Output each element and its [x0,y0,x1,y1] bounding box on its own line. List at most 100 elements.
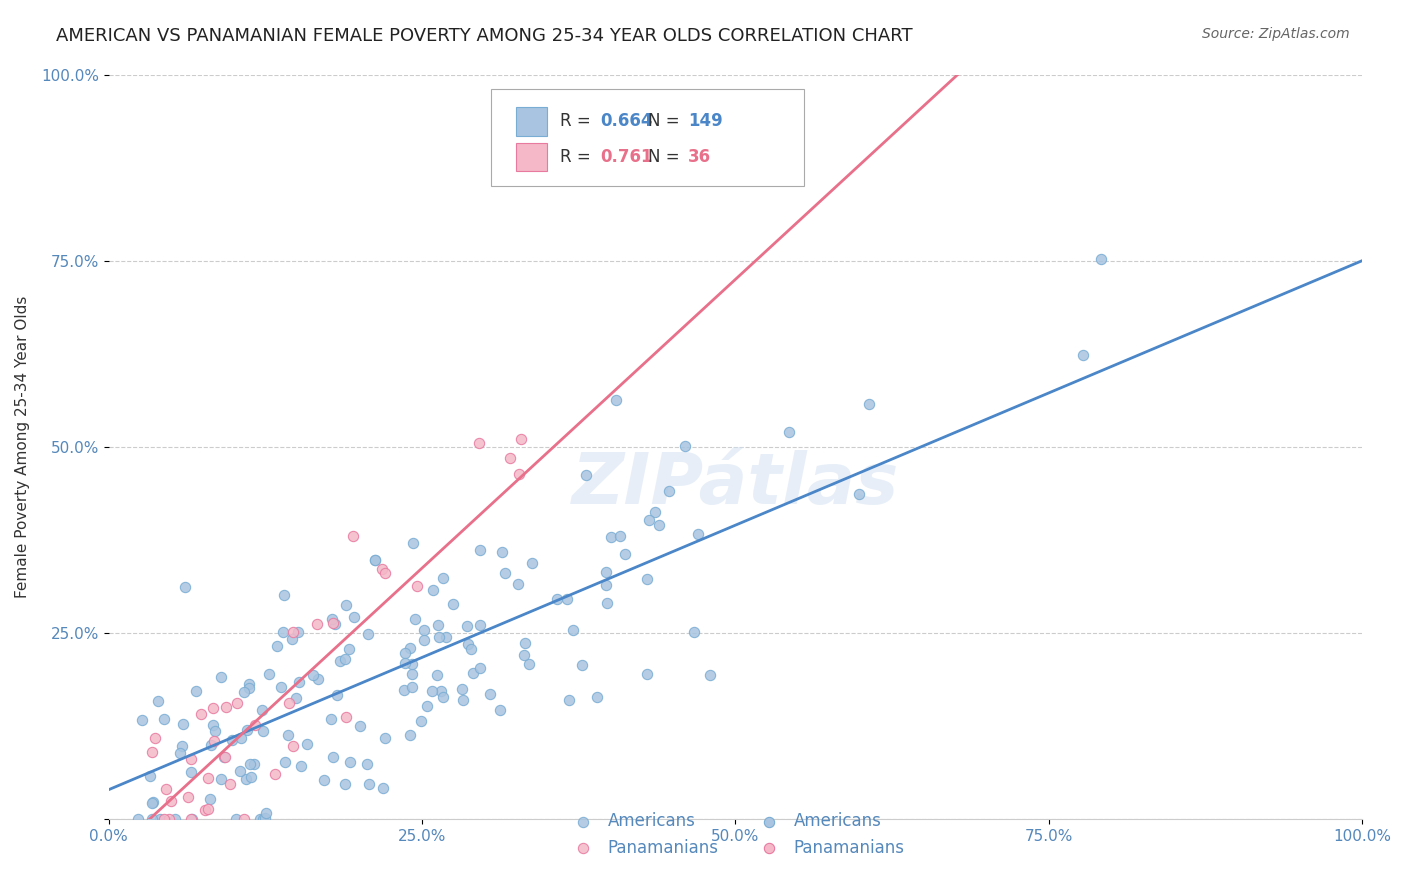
Americans [432,571,454,585]
Americans [412,632,434,647]
Americans [426,668,449,682]
Americans [394,656,416,670]
Text: AMERICAN VS PANAMANIAN FEMALE POVERTY AMONG 25-34 YEAR OLDS CORRELATION CHART: AMERICAN VS PANAMANIAN FEMALE POVERTY AM… [56,27,912,45]
Americans [648,517,671,532]
FancyBboxPatch shape [491,89,804,186]
Legend: Americans, Panamanians, Americans, Panamanians: Americans, Panamanians, Americans, Panam… [560,805,911,863]
Americans [699,667,721,681]
Americans [198,792,221,806]
Americans [273,588,295,602]
Americans [561,623,583,637]
Americans [457,637,479,651]
Americans [290,759,312,773]
Americans [426,618,449,632]
Americans [335,598,357,612]
Americans [451,682,474,697]
Americans [209,670,232,684]
Panamanians [510,432,533,446]
Americans [173,580,195,594]
Americans [470,618,492,632]
Panamanians [322,616,344,631]
Americans [214,750,236,764]
Americans [470,661,492,675]
Americans [412,623,434,637]
Americans [254,806,277,821]
FancyBboxPatch shape [516,143,547,171]
Americans [637,513,659,527]
Americans [600,530,623,544]
Americans [238,676,260,690]
Americans [225,813,247,827]
Americans [204,724,226,739]
Americans [371,781,394,796]
Americans [235,772,257,787]
Americans [180,764,202,779]
Panamanians [180,813,202,827]
Panamanians [219,777,242,791]
Americans [238,681,260,695]
Americans [1071,348,1094,362]
Americans [512,648,534,663]
Americans [329,654,352,668]
Panamanians [264,767,287,781]
Americans [235,723,257,738]
Americans [270,681,292,695]
Americans [266,639,288,653]
Americans [254,811,277,825]
Panamanians [342,529,364,543]
Americans [201,718,224,732]
Americans [281,632,304,646]
Americans [200,738,222,752]
Americans [307,673,329,687]
Americans [609,529,631,543]
Americans [231,731,253,746]
Americans [461,665,484,680]
Americans [404,612,426,626]
Americans [571,658,593,673]
Americans [432,690,454,705]
Panamanians [283,739,305,754]
Y-axis label: Female Poverty Among 25-34 Year Olds: Female Poverty Among 25-34 Year Olds [15,296,30,599]
Americans [558,693,581,707]
Americans [402,536,425,550]
Text: 0.761: 0.761 [600,148,652,166]
Americans [491,544,513,558]
Panamanians [335,709,357,723]
Americans [430,684,453,698]
Panamanians [508,467,530,482]
Americans [252,723,274,738]
Americans [229,764,252,778]
Americans [277,728,299,742]
Panamanians [180,752,202,766]
Americans [259,666,281,681]
Americans [221,733,243,747]
Americans [242,756,264,771]
Americans [644,504,666,518]
Panamanians [215,700,238,714]
Americans [274,756,297,770]
Panamanians [405,579,427,593]
Americans [146,694,169,708]
Americans [343,610,366,624]
Americans [287,625,309,640]
Americans [149,813,172,827]
Panamanians [468,435,491,450]
Americans [401,667,423,681]
Americans [595,577,617,591]
Text: N =: N = [648,148,685,166]
Panamanians [281,624,304,639]
Americans [441,597,464,611]
Americans [288,675,311,690]
Americans [239,757,262,772]
Americans [416,698,439,713]
Americans [636,572,658,586]
Americans [658,483,681,498]
Americans [513,636,536,650]
Americans [127,813,149,827]
Americans [595,565,617,579]
Americans [141,797,163,811]
Americans [131,713,153,727]
Text: ZIPátlas: ZIPátlas [572,450,898,519]
Americans [337,641,360,656]
Americans [172,739,194,754]
